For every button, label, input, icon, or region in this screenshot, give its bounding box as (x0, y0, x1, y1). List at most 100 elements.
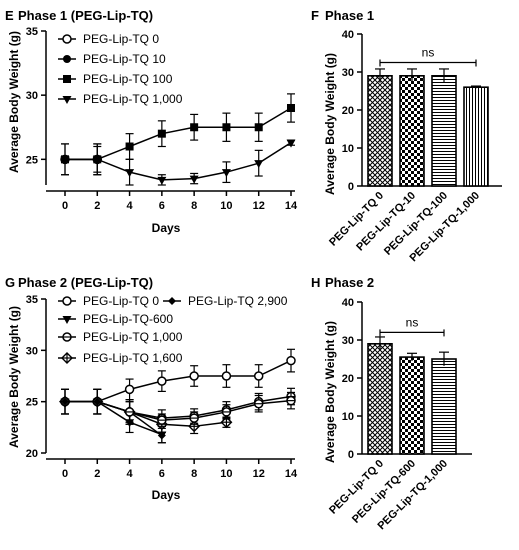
panel-g-series-5-point-5 (286, 395, 296, 406)
panel-g-legend-label-4: PEG-Lip-TQ 2,900 (188, 294, 288, 308)
panel-g-xtick-label-7: 14 (285, 468, 298, 480)
panel-f-bar-chart: F Phase 1 Average Body Weight (g) 0 10 20 3… (311, 8, 502, 264)
panel-e-series-3-point-5-shape (221, 169, 231, 178)
panel-e-legend-marker-0 (62, 34, 72, 44)
panel-g-series-0-point-7 (286, 355, 296, 366)
panel-e-plot-area: 25 30 35 0 2 4 6 8 10 12 14 PEG-Lip-TQ 0 PEG-Lip-TQ … (26, 26, 298, 212)
panel-g-xtick-label-3: 6 (159, 468, 165, 480)
panel-g-xtick-label-1: 2 (94, 468, 100, 480)
panel-g-series-4-point-3 (157, 431, 166, 440)
panel-e-series-2-point-7 (287, 104, 295, 112)
panel-e-xlabel: Days (152, 221, 181, 235)
panel-f-ytick-label-0: 0 (348, 181, 354, 193)
panel-e-line-chart: E Phase 1 (PEG-Lip-TQ) Average Body Weig… (5, 8, 298, 235)
panel-g-legend-marker-1 (62, 316, 72, 324)
panel-g-legend-label-1: PEG-Lip-TQ-600 (83, 312, 173, 326)
panel-e-series-3-point-7 (286, 139, 296, 148)
panel-e-series-2-point-5 (222, 123, 231, 132)
panel-g-series-5-point-2 (189, 413, 199, 423)
panel-g-series-0-point-3-shape (157, 376, 167, 386)
panel-g-series-0-point-2 (124, 384, 135, 395)
panel-e-xtick-label-6: 12 (253, 200, 265, 212)
panel-g-legend-marker-2 (62, 332, 72, 342)
panel-g-legend-marker-4 (168, 297, 176, 305)
panel-g-series-5-point-1 (157, 415, 167, 425)
panel-e-xtick-label-7: 14 (285, 200, 298, 212)
panel-g-xlabel: Days (152, 488, 181, 502)
panel-e-legend-label-3: PEG-Lip-TQ 1,000 (83, 92, 183, 106)
panel-g-series-0-point-3 (157, 376, 167, 386)
panel-g-series-5-line (129, 399, 292, 421)
panel-g-series-0-point-5-shape (221, 371, 232, 381)
panel-g-xtick-label-5: 10 (220, 468, 232, 480)
panel-g-series-0-point-4-shape (189, 371, 199, 381)
panel-e-series-3-point-6-shape (254, 160, 264, 169)
panel-f-ytick-label-3: 30 (342, 67, 354, 79)
panel-g-series-0-point-7-shape (286, 355, 296, 366)
panel-h-ylabel: Average Body Weight (g) (323, 321, 337, 463)
panel-e-series-3-point-0 (60, 156, 70, 165)
panel-e-legend-marker-1 (63, 55, 71, 63)
panel-g-series-0-line (65, 359, 292, 403)
panel-g-series-0-point-6-shape (253, 371, 264, 381)
panel-e-series-3-point-3 (157, 176, 167, 185)
panel-f-ytick-label-2: 20 (342, 105, 354, 117)
panel-e-legend-label-0: PEG-Lip-TQ 0 (83, 32, 159, 46)
panel-g-series-0-point-5 (221, 371, 232, 381)
panel-e-ytick-label-1: 30 (26, 90, 38, 102)
panel-e-series-2-point-4 (190, 123, 199, 132)
panel-g-legend-marker-0 (62, 296, 72, 306)
panel-e-series-2-point-3 (157, 129, 166, 138)
panel-g-legend-marker-1-shape (62, 316, 72, 324)
panel-f-ytick-label-1: 10 (342, 143, 354, 155)
panel-g-legend-marker-4-shape (168, 297, 176, 305)
panel-f-ns-label: ns (422, 46, 435, 60)
panel-e-series-2-point-5-shape (222, 123, 231, 132)
panel-e-series-2-line (65, 107, 292, 161)
panel-g-legend-marker-3 (61, 352, 73, 364)
panel-g-series-0-point-4 (189, 371, 199, 381)
panel-g-xtick-label-4: 8 (191, 468, 197, 480)
panel-h-title: Phase 2 (325, 275, 374, 290)
panel-e-series-3-point-4 (189, 175, 199, 184)
panel-f-bar-3 (463, 86, 489, 187)
panel-g-title: Phase 2 (PEG-Lip-TQ) (18, 275, 153, 290)
panel-g-legend-marker-0-shape (62, 296, 72, 306)
panel-f-letter: F (311, 8, 319, 23)
panel-e-title: Phase 1 (PEG-Lip-TQ) (18, 8, 153, 23)
panel-e-series-2-point-6 (254, 123, 263, 132)
panel-g-series-0-point-6 (253, 371, 264, 381)
panel-g-xtick-label-2: 4 (127, 468, 134, 480)
panel-e-legend-marker-3-shape (62, 96, 72, 104)
panel-e-series-2-point-3-shape (157, 129, 166, 138)
panel-f-bar-2 (431, 75, 457, 187)
panel-h-letter: H (311, 275, 320, 290)
panel-e-ylabel: Average Body Weight (g) (7, 31, 21, 173)
panel-g-ytick-label-1: 25 (26, 397, 38, 409)
panel-e-series-3-point-7-shape (286, 139, 296, 148)
panel-h-ytick-label-3: 30 (342, 335, 354, 347)
panel-e-series-2-point-4-shape (190, 123, 199, 132)
panel-h-ytick-label-1: 10 (342, 411, 354, 423)
panel-g-series-4-point-1-shape (93, 397, 102, 406)
panel-e-series-3-point-2 (125, 169, 135, 178)
panel-g-line-chart: G Phase 2 (PEG-Lip-TQ) Average Body Weig… (5, 275, 298, 502)
panel-e-xtick-label-3: 6 (159, 200, 165, 212)
panel-e-ytick-label-2: 35 (26, 26, 38, 38)
panel-g-series-5-point-0 (124, 407, 135, 417)
panel-g-xtick-label-6: 12 (253, 468, 265, 480)
panel-e-legend-marker-1-shape (63, 55, 71, 63)
panel-e-series-3-point-1 (92, 156, 102, 165)
panel-g-series-4-point-0-shape (61, 397, 69, 406)
panel-e-series-3-point-5 (221, 169, 231, 178)
panel-g-ylabel: Average Body Weight (g) (7, 306, 21, 448)
panel-e-series-3-point-4-shape (189, 175, 199, 184)
panel-h-ytick-label-4: 40 (342, 297, 354, 309)
panel-e-xtick-label-4: 8 (191, 200, 197, 212)
panel-e-ytick-label-0: 25 (26, 154, 38, 166)
panel-f-ytick-label-4: 40 (342, 29, 354, 41)
panel-e-series-3-line (65, 142, 292, 181)
panel-e-series-2-point-2-shape (125, 142, 134, 151)
